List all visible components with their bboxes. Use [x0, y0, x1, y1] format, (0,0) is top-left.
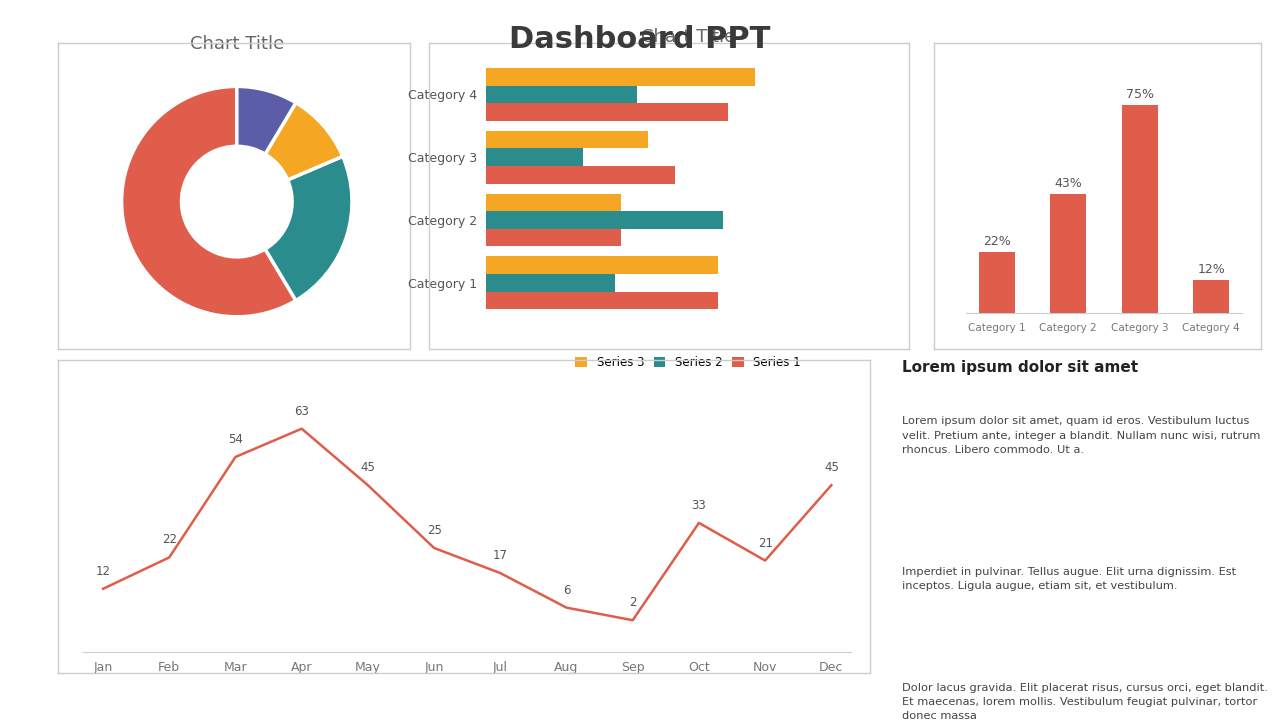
Text: Imperdiet in pulvinar. Tellus augue. Elit urna dignissim. Est inceptos. Ligula a: Imperdiet in pulvinar. Tellus augue. Eli…: [902, 567, 1236, 591]
Text: 63: 63: [294, 405, 310, 418]
Text: 75%: 75%: [1125, 88, 1153, 101]
Text: 21: 21: [758, 536, 773, 549]
Bar: [486, 292, 718, 309]
Bar: [1193, 280, 1229, 313]
Text: 17: 17: [493, 549, 508, 562]
Bar: [486, 229, 621, 246]
Text: Dolor lacus gravida. Elit placerat risus, cursus orci, eget blandit. Et maecenas: Dolor lacus gravida. Elit placerat risus…: [902, 683, 1268, 720]
Wedge shape: [237, 86, 296, 154]
Bar: [1051, 194, 1087, 313]
Text: 22: 22: [161, 534, 177, 546]
Bar: [486, 131, 648, 148]
Bar: [486, 194, 621, 211]
Text: Lorem ipsum dolor sit amet, quam id eros. Vestibulum luctus velit. Pretium ante,: Lorem ipsum dolor sit amet, quam id eros…: [902, 416, 1261, 455]
Bar: [486, 166, 675, 184]
Legend: 1st Qtr, 2nd Qtr, 3rd Qtr, 4th Qtr: 1st Qtr, 2nd Qtr, 3rd Qtr, 4th Qtr: [164, 380, 310, 420]
Wedge shape: [122, 86, 296, 317]
Text: 45: 45: [824, 462, 838, 474]
Bar: [1121, 105, 1157, 313]
Text: Dashboard PPT: Dashboard PPT: [509, 25, 771, 54]
Text: 2: 2: [628, 596, 636, 609]
Text: 6: 6: [563, 584, 571, 597]
Bar: [486, 68, 755, 86]
Text: 45: 45: [361, 462, 375, 474]
Text: 22%: 22%: [983, 235, 1011, 248]
Bar: [486, 103, 728, 121]
Legend: Series 3, Series 2, Series 1: Series 3, Series 2, Series 1: [571, 351, 805, 374]
Text: 43%: 43%: [1055, 176, 1082, 189]
Text: Lorem ipsum dolor sit amet: Lorem ipsum dolor sit amet: [902, 360, 1138, 375]
Wedge shape: [265, 103, 343, 180]
Title: Chart Title: Chart Title: [189, 35, 284, 53]
Bar: [486, 256, 718, 274]
Text: 12: 12: [96, 564, 110, 578]
Text: 33: 33: [691, 499, 707, 512]
Bar: [979, 252, 1015, 313]
Text: 12%: 12%: [1197, 263, 1225, 276]
Bar: [486, 274, 616, 292]
Bar: [486, 86, 637, 103]
Title: Chart Title: Chart Title: [641, 28, 735, 46]
Bar: [486, 211, 723, 229]
Bar: [486, 148, 584, 166]
Wedge shape: [265, 156, 352, 300]
Text: 25: 25: [426, 524, 442, 537]
Text: 54: 54: [228, 433, 243, 446]
